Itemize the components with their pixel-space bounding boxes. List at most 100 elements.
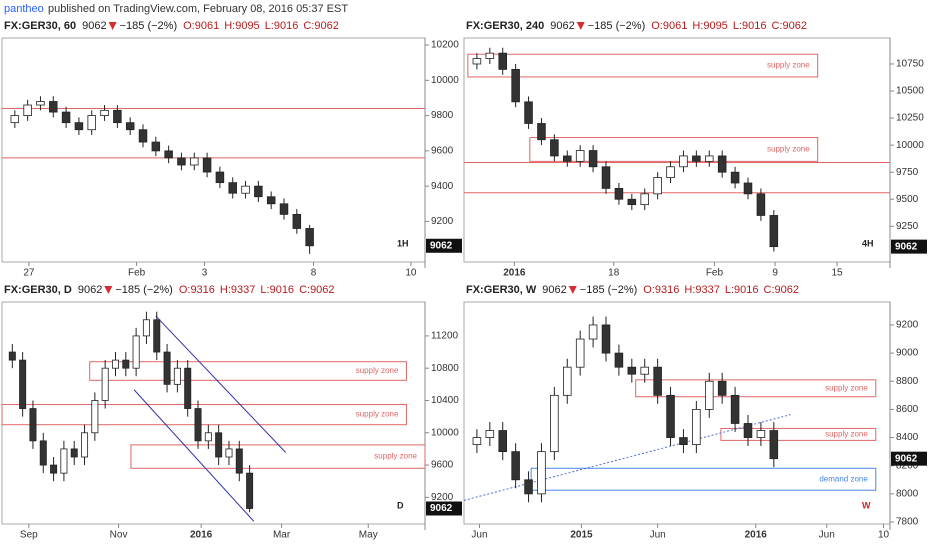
y-tick-label: 9750	[896, 167, 919, 178]
candle-body	[204, 432, 212, 442]
candle-body	[8, 351, 16, 361]
x-tick-label: 2016	[745, 530, 768, 541]
candle-body	[235, 448, 243, 474]
candle-body	[498, 52, 508, 70]
candle-body	[215, 432, 223, 458]
ohlc-value: H:9095	[224, 20, 259, 32]
candle-body	[39, 440, 47, 466]
y-tick-label: 10000	[896, 140, 924, 151]
candle-body	[279, 203, 289, 215]
x-tick-label: May	[359, 530, 378, 541]
candle-body	[151, 141, 161, 152]
candle-body	[614, 188, 624, 200]
ohlc-value: O:9061	[183, 20, 219, 32]
y-tick-label: 9200	[896, 320, 919, 331]
candle-body	[705, 380, 714, 410]
candle-body	[81, 432, 89, 458]
last-price: 9062	[895, 241, 918, 252]
plot-frame	[1, 301, 426, 525]
candle-body	[190, 157, 199, 166]
candle-body	[666, 166, 675, 178]
candle-body	[524, 101, 533, 124]
y-tick-label: 8800	[896, 376, 919, 387]
y-tick-label: 10400	[431, 395, 459, 406]
x-tick-label: 2016	[190, 530, 213, 541]
candle-body	[74, 122, 84, 131]
candle-body	[100, 109, 109, 117]
candle-body	[36, 101, 45, 106]
candle-body	[550, 139, 559, 157]
candle-body	[173, 367, 181, 385]
chart-price: 9062	[78, 284, 102, 296]
candle-body	[653, 177, 662, 195]
candle-body	[705, 155, 714, 162]
chart-symbol: FX:GER30, D	[4, 284, 72, 296]
x-tick-label: 15	[832, 268, 844, 279]
last-price-tag	[426, 238, 462, 253]
candle-body	[113, 109, 122, 124]
y-tick-label: 10000	[431, 75, 459, 86]
candle-body	[23, 104, 32, 117]
candle-body	[132, 335, 140, 369]
x-tick-label: Nov	[110, 530, 128, 541]
candle-body	[575, 150, 585, 162]
x-tick-label: 10	[405, 268, 417, 279]
chart-price: 9062	[550, 20, 574, 32]
last-price-tag	[891, 239, 927, 254]
candle-body	[769, 430, 779, 460]
candle-body	[194, 408, 202, 442]
ohlc-value: L:9016	[265, 20, 299, 32]
last-price-tag	[891, 451, 927, 466]
candle-body	[537, 451, 546, 495]
candle-body	[10, 115, 20, 124]
zone-label: supply zone	[356, 366, 399, 375]
candle-body	[241, 185, 250, 194]
zone	[530, 467, 877, 491]
ohlc-value: O:9316	[179, 284, 215, 296]
y-tick-label: 10500	[896, 86, 924, 97]
zone	[720, 427, 877, 441]
x-tick-label: 2016	[503, 268, 526, 279]
ohlc-value: C:9062	[771, 20, 806, 32]
ohlc-value: L:9016	[733, 20, 767, 32]
candle-body	[87, 115, 96, 131]
y-tick-label: 9500	[896, 194, 919, 205]
candle-body	[125, 122, 135, 131]
candle-body	[225, 448, 233, 458]
candle-body	[730, 394, 740, 424]
zone-label: supply zone	[356, 410, 399, 419]
x-tick-label: 18	[608, 268, 620, 279]
chart-change: −185 (−2%)	[588, 20, 645, 32]
zone-label: supply zone	[825, 383, 868, 392]
candle-body	[575, 338, 585, 368]
last-price: 9062	[430, 240, 453, 251]
trend-line	[155, 315, 287, 453]
candle-body	[50, 464, 58, 474]
chart-symbol: FX:GER30, W	[466, 284, 537, 296]
candle-body	[614, 352, 624, 368]
candle-body	[202, 157, 212, 173]
x-tick-label: 8	[311, 268, 317, 279]
candle-body	[142, 319, 150, 337]
y-tick-label: 10000	[431, 427, 459, 438]
candle-body	[550, 394, 559, 453]
candle-body	[485, 52, 495, 59]
candle-body	[101, 367, 109, 401]
candle-body	[537, 123, 546, 141]
candle-body	[70, 448, 78, 458]
y-tick-label: 8200	[896, 460, 919, 471]
ohlc-value: L:9016	[725, 284, 759, 296]
y-tick-label: 9250	[896, 221, 919, 232]
chart-change: −185 (−2%)	[115, 284, 172, 296]
y-tick-label: 7800	[896, 517, 919, 528]
x-tick-label: 2015	[570, 530, 593, 541]
timeframe-label: 1H	[397, 238, 409, 248]
x-tick-label: 3	[202, 268, 208, 279]
chart-price: 9062	[82, 20, 106, 32]
candle-body	[485, 430, 495, 438]
x-tick-label: Jun	[650, 530, 666, 541]
trend-line	[463, 414, 791, 501]
candle-body	[563, 366, 572, 396]
plot-frame	[463, 37, 891, 263]
